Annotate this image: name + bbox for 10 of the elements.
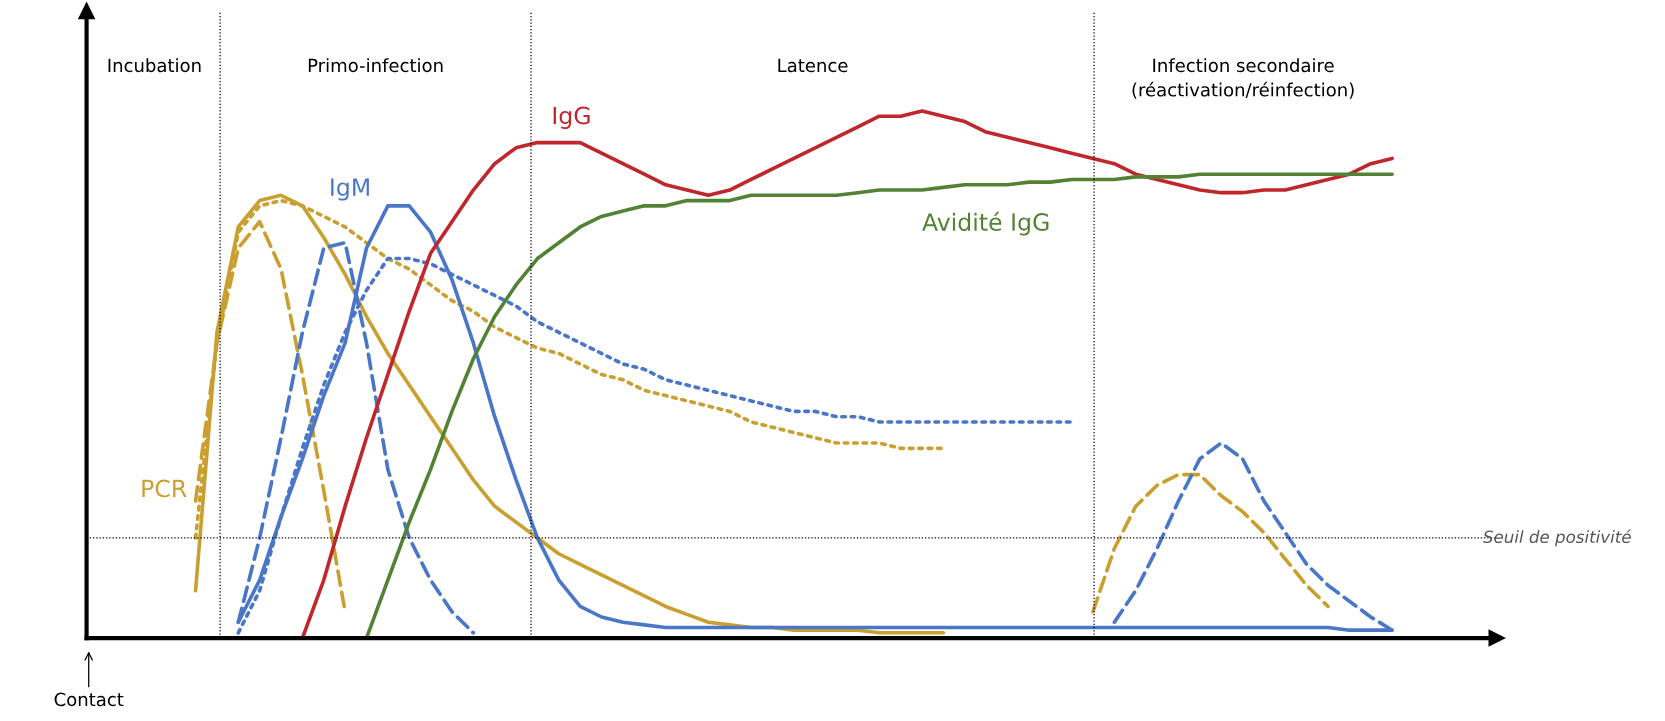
series-label: Avidité IgG [922, 211, 1049, 236]
text: Latence [778, 58, 848, 73]
text: Primo-infection [308, 58, 443, 73]
ref-line-label: Seuil de positivité [1483, 529, 1631, 547]
text: Incubation [108, 58, 201, 73]
text: Contact [54, 692, 124, 707]
text: Infection secondaire (réactivation/réinfection) [1132, 58, 1354, 99]
series-label: IgG [553, 106, 590, 130]
series-label: IgM [331, 178, 369, 201]
series-label: PCR [142, 479, 187, 498]
